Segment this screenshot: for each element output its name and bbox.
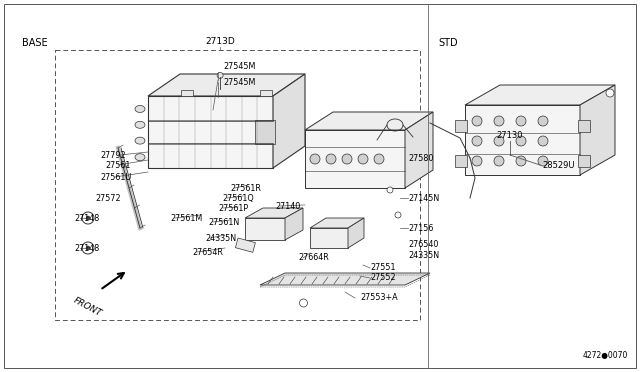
Text: 27553+A: 27553+A [360, 294, 397, 302]
Text: 27561P: 27561P [218, 203, 248, 212]
Circle shape [538, 116, 548, 126]
Circle shape [387, 187, 393, 193]
Circle shape [606, 89, 614, 97]
Polygon shape [465, 105, 580, 175]
Text: 27572: 27572 [95, 193, 120, 202]
Text: 27561: 27561 [105, 160, 131, 170]
Bar [181, 90, 193, 96]
Polygon shape [148, 74, 305, 96]
Text: 2713D: 2713D [205, 37, 235, 46]
Circle shape [217, 73, 223, 78]
Text: 27561R: 27561R [230, 183, 261, 192]
Text: 27156: 27156 [408, 224, 433, 232]
Text: 27664R: 27664R [298, 253, 329, 263]
Bar [260, 90, 272, 96]
Circle shape [516, 116, 526, 126]
Polygon shape [310, 218, 364, 228]
Circle shape [86, 246, 90, 250]
Circle shape [472, 116, 482, 126]
Circle shape [494, 156, 504, 166]
Circle shape [82, 242, 94, 254]
Bar [578, 120, 590, 132]
Circle shape [374, 154, 384, 164]
Text: 27561Q: 27561Q [222, 193, 253, 202]
Circle shape [494, 116, 504, 126]
Text: 27148: 27148 [74, 214, 99, 222]
Text: 27792: 27792 [100, 151, 125, 160]
Polygon shape [465, 85, 615, 105]
Polygon shape [285, 208, 303, 240]
Circle shape [538, 156, 548, 166]
Circle shape [358, 154, 368, 164]
Text: 27145N: 27145N [408, 193, 439, 202]
Circle shape [326, 154, 336, 164]
Text: 27148: 27148 [74, 244, 99, 253]
Polygon shape [305, 130, 405, 188]
Polygon shape [148, 96, 273, 168]
Circle shape [86, 216, 90, 220]
Circle shape [472, 136, 482, 146]
Polygon shape [273, 74, 305, 168]
Circle shape [310, 154, 320, 164]
Text: STD: STD [438, 38, 458, 48]
Text: 27561U: 27561U [100, 173, 131, 182]
Text: 27552: 27552 [370, 273, 396, 282]
Text: 27580: 27580 [408, 154, 433, 163]
Ellipse shape [135, 105, 145, 112]
Circle shape [395, 212, 401, 218]
Text: 27130: 27130 [497, 131, 524, 140]
Bar [236, 238, 255, 252]
Text: 27654R: 27654R [192, 247, 223, 257]
Circle shape [472, 156, 482, 166]
Text: 28529U: 28529U [542, 160, 575, 170]
Circle shape [516, 136, 526, 146]
Text: 4272●0070: 4272●0070 [582, 351, 628, 360]
Text: BASE: BASE [22, 38, 47, 48]
Polygon shape [348, 218, 364, 248]
Text: 27545M: 27545M [223, 61, 255, 71]
Polygon shape [245, 218, 285, 240]
Circle shape [516, 156, 526, 166]
Circle shape [300, 299, 307, 307]
Ellipse shape [135, 121, 145, 128]
Polygon shape [405, 112, 433, 188]
Text: 27561M: 27561M [170, 214, 202, 222]
Bar [55, 50, 420, 320]
Text: 27545M: 27545M [223, 77, 255, 87]
Circle shape [342, 154, 352, 164]
Polygon shape [245, 208, 303, 218]
Text: 27561N: 27561N [208, 218, 239, 227]
Bar [455, 155, 467, 167]
Polygon shape [305, 112, 433, 130]
Text: 276540: 276540 [408, 240, 438, 248]
Circle shape [538, 136, 548, 146]
Ellipse shape [135, 137, 145, 144]
Text: 27140: 27140 [275, 202, 300, 211]
Text: 24335N: 24335N [205, 234, 236, 243]
Polygon shape [260, 273, 430, 285]
Text: FRONT: FRONT [72, 296, 104, 318]
Circle shape [494, 136, 504, 146]
Text: 24335N: 24335N [408, 250, 439, 260]
Ellipse shape [135, 154, 145, 161]
Bar [578, 155, 590, 167]
Text: 27551: 27551 [370, 263, 396, 273]
Circle shape [82, 212, 94, 224]
Polygon shape [310, 228, 348, 248]
Bar [455, 120, 467, 132]
Bar [255, 120, 275, 144]
Polygon shape [580, 85, 615, 175]
